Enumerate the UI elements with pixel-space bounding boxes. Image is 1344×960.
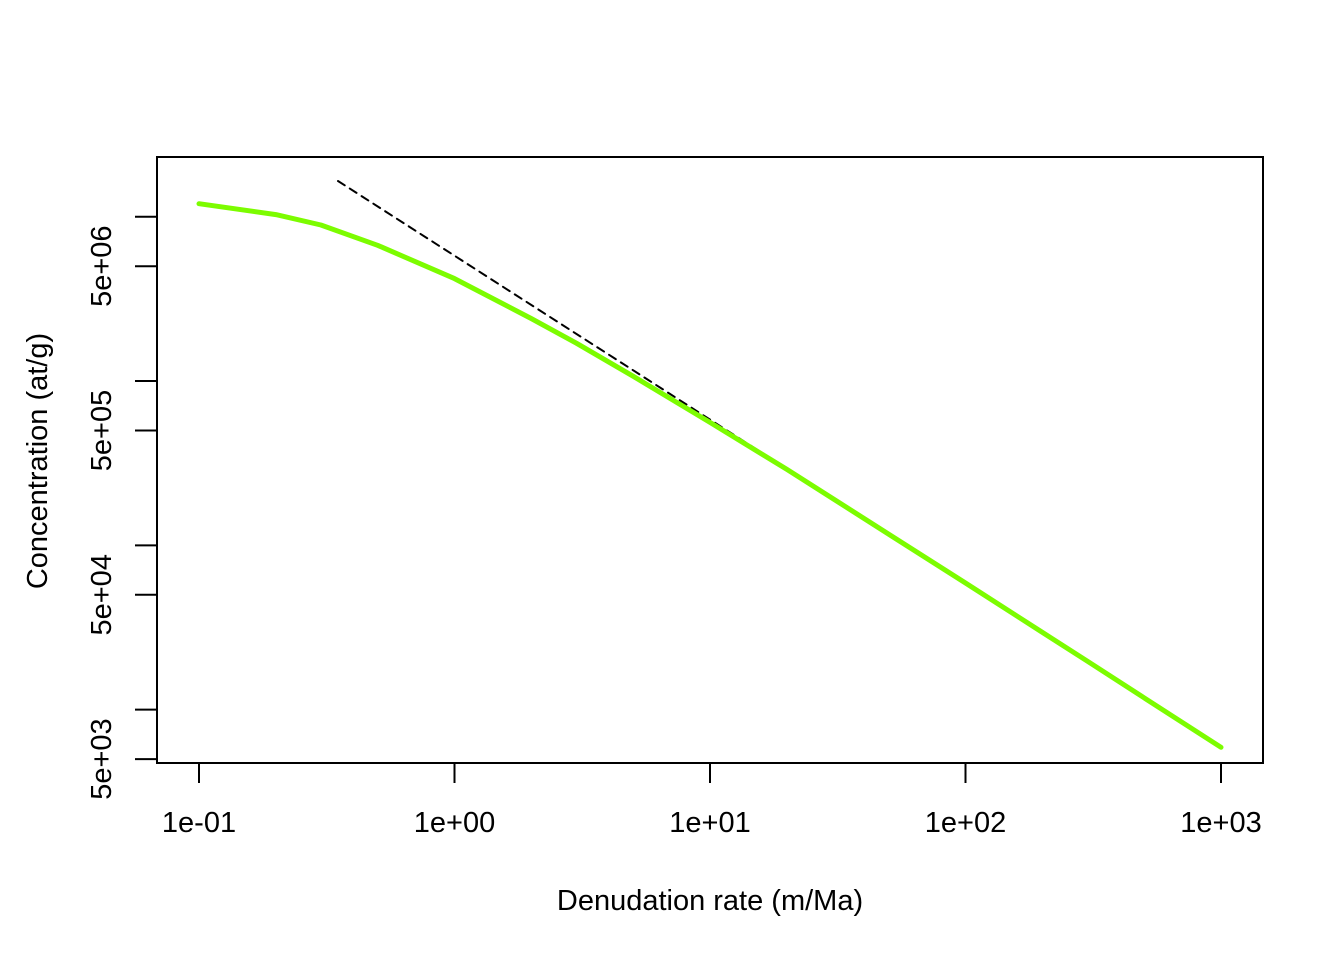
y-tick-label: 5e+04 <box>86 554 118 635</box>
x-axis-title: Denudation rate (m/Ma) <box>557 885 863 917</box>
x-tick-label: 1e+00 <box>414 807 495 839</box>
x-tick-label: 1e+03 <box>1180 807 1261 839</box>
plot-frame <box>156 156 1264 764</box>
x-tick-label: 1e-01 <box>162 807 236 839</box>
y-tick-label: 5e+06 <box>86 225 118 306</box>
x-tick-label: 1e+01 <box>669 807 750 839</box>
y-tick-label: 5e+03 <box>86 718 118 799</box>
y-axis-title: Concentration (at/g) <box>22 333 54 589</box>
x-tick-label: 1e+02 <box>925 807 1006 839</box>
y-tick-label: 5e+05 <box>86 390 118 471</box>
series-line-solid <box>196 201 1224 750</box>
series-group <box>196 180 1224 750</box>
axes-group: 1e-01 1e+00 1e+01 1e+02 1e+03 5e+03 5e+04 5e+05… <box>86 215 1262 839</box>
